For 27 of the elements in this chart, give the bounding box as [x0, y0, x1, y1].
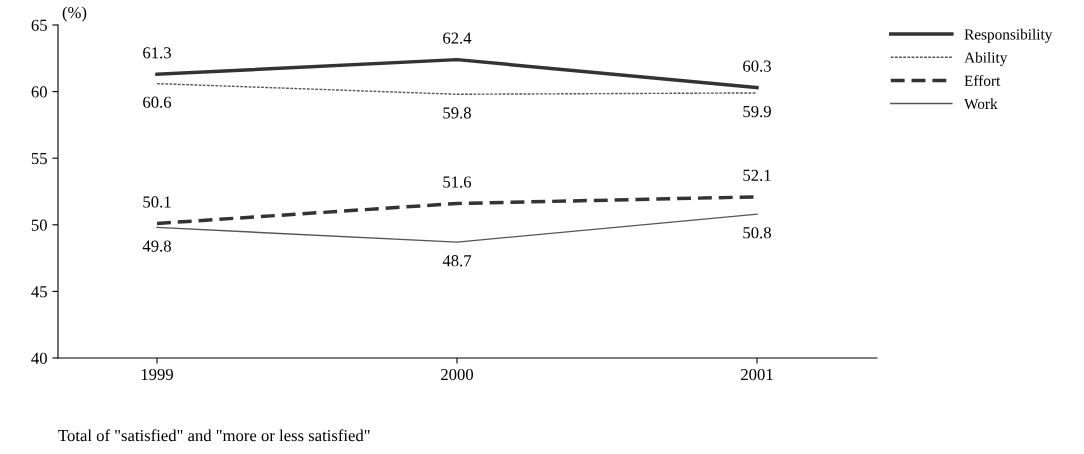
text: Total of "satisfied" and "more or less satisfied"	[58, 429, 370, 442]
legend-label: Effort	[964, 75, 1001, 86]
data-label: 61.3	[143, 47, 171, 59]
legend-label: Responsibility	[964, 28, 1053, 43]
x-tick-label: 2001	[741, 368, 773, 381]
data-label: 60.3	[743, 60, 771, 72]
y-tick-label: 55	[31, 153, 47, 165]
x-tick-label: 2000	[441, 368, 474, 381]
data-label: 49.8	[142, 240, 171, 252]
data-label: 52.1	[743, 169, 771, 182]
y-tick-label: 60	[31, 86, 47, 98]
y-tick-label: 65	[31, 19, 47, 31]
y-tick-label: 50	[31, 219, 47, 231]
legend-label: Work	[964, 98, 998, 110]
data-label: 50.8	[743, 227, 771, 239]
y-axis-title: (%)	[62, 6, 87, 22]
y-tick-label: 45	[31, 286, 47, 298]
data-label: 59.9	[743, 105, 771, 118]
legend-label: Ability	[964, 52, 1008, 66]
x-tick-label: 1999	[141, 368, 173, 381]
y-tick-label: 40	[31, 352, 47, 364]
data-label: 50.1	[143, 196, 171, 208]
data-label: 60.6	[143, 96, 172, 108]
data-label: 62.4	[443, 32, 472, 44]
data-label: 48.7	[442, 255, 472, 267]
data-label: 59.8	[443, 107, 471, 119]
data-label: 51.6	[443, 176, 472, 188]
